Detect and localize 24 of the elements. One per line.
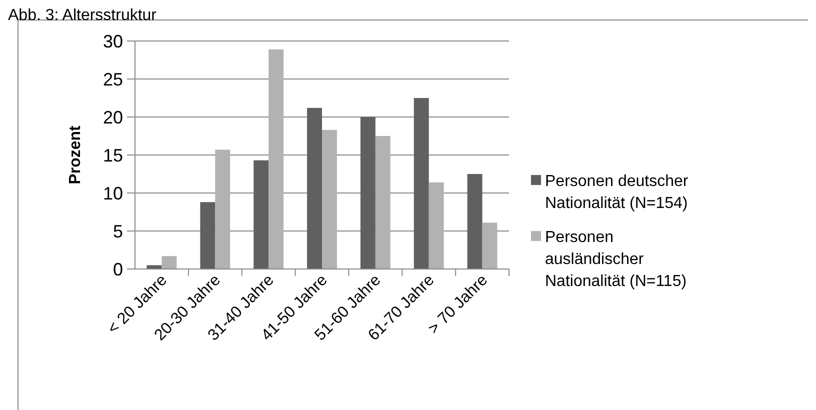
legend-label: Personen deutscher Nationalität (N=154) [545,173,689,212]
bar [467,174,482,269]
bar [428,182,444,269]
y-tick-label: 15 [102,145,123,166]
y-tick-label: 30 [102,31,123,52]
chart-title: Abb. 3: Altersstruktur [8,7,158,24]
bar [375,136,390,269]
bar [215,150,230,269]
y-tick-label: 25 [102,69,123,90]
bar [162,256,177,269]
y-tick-label: 5 [112,221,123,242]
y-tick-label: 20 [102,107,123,128]
bar [200,202,216,269]
y-axis-title: Prozent [67,124,84,184]
bar [268,49,284,269]
y-tick-label: 10 [102,183,123,204]
y-tick-label: 0 [112,259,123,280]
legend-label: Personen ausländischer Nationalität (N=115) [545,229,687,290]
bar [360,117,376,269]
bar [322,130,337,269]
bar [254,160,269,269]
bar [307,108,322,269]
bar [482,222,498,269]
bar [414,98,429,269]
